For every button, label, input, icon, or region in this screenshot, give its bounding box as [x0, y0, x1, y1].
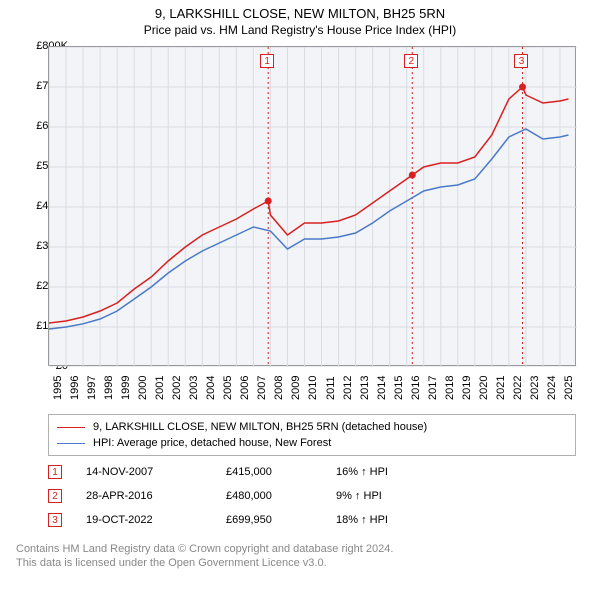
- x-tick-label: 1998: [103, 376, 115, 400]
- legend-row: 9, LARKSHILL CLOSE, NEW MILTON, BH25 5RN…: [57, 419, 567, 435]
- x-tick-label: 2010: [307, 376, 319, 400]
- legend-row: HPI: Average price, detached house, New …: [57, 435, 567, 451]
- x-tick-label: 2023: [529, 376, 541, 400]
- sales-table-row: 2 28-APR-2016£480,0009% ↑ HPI: [48, 484, 426, 508]
- x-tick-label: 2003: [188, 376, 200, 400]
- x-tick-label: 2007: [256, 376, 268, 400]
- x-tick-label: 2016: [410, 376, 422, 400]
- title-block: 9, LARKSHILL CLOSE, NEW MILTON, BH25 5RN…: [0, 0, 600, 39]
- x-tick-label: 2012: [342, 376, 354, 400]
- sale-price: £480,000: [226, 490, 336, 502]
- x-tick-label: 2018: [444, 376, 456, 400]
- legend-swatch: [57, 443, 85, 444]
- sale-marker-box: 3: [514, 54, 528, 68]
- sale-marker-box: 2: [48, 489, 62, 503]
- x-tick-label: 2013: [359, 376, 371, 400]
- x-tick-label: 2000: [137, 376, 149, 400]
- x-tick-label: 2001: [154, 376, 166, 400]
- sale-date: 19-OCT-2022: [86, 514, 226, 526]
- x-tick-label: 2025: [563, 376, 575, 400]
- legend-label: 9, LARKSHILL CLOSE, NEW MILTON, BH25 5RN…: [93, 421, 427, 433]
- x-tick-label: 2011: [325, 376, 337, 400]
- x-tick-label: 2008: [273, 376, 285, 400]
- chart-svg: [49, 47, 577, 367]
- sale-pct-vs-hpi: 16% ↑ HPI: [336, 466, 426, 478]
- x-tick-label: 2005: [222, 376, 234, 400]
- legend: 9, LARKSHILL CLOSE, NEW MILTON, BH25 5RN…: [48, 414, 576, 456]
- x-tick-label: 2020: [478, 376, 490, 400]
- x-tick-label: 2015: [393, 376, 405, 400]
- sales-table: 1 14-NOV-2007£415,00016% ↑ HPI 2 28-APR-201…: [48, 460, 426, 532]
- x-tick-label: 1995: [52, 376, 64, 400]
- sale-pct-vs-hpi: 9% ↑ HPI: [336, 490, 426, 502]
- sale-marker-box: 1: [48, 465, 62, 479]
- x-tick-label: 2014: [376, 376, 388, 400]
- chart-plot-area: [48, 46, 576, 366]
- x-tick-label: 2009: [290, 376, 302, 400]
- sale-marker-box: 2: [404, 54, 418, 68]
- footer: Contains HM Land Registry data © Crown c…: [16, 542, 393, 570]
- x-tick-label: 2021: [495, 376, 507, 400]
- x-tick-label: 2017: [427, 376, 439, 400]
- x-tick-label: 2019: [461, 376, 473, 400]
- chart-subtitle: Price paid vs. HM Land Registry's House …: [0, 23, 600, 37]
- x-tick-label: 2004: [205, 376, 217, 400]
- x-tick-label: 2022: [512, 376, 524, 400]
- footer-line-2: This data is licensed under the Open Gov…: [16, 556, 393, 570]
- legend-swatch: [57, 427, 85, 428]
- x-tick-label: 1999: [120, 376, 132, 400]
- sale-marker-box: 1: [260, 54, 274, 68]
- x-axis-labels: 1995 1996 1997 1998 1999 2000 2001 2002 2003 2004…: [48, 368, 576, 410]
- sales-table-row: 1 14-NOV-2007£415,00016% ↑ HPI: [48, 460, 426, 484]
- legend-label: HPI: Average price, detached house, New …: [93, 437, 331, 449]
- sale-date: 28-APR-2016: [86, 490, 226, 502]
- sale-price: £415,000: [226, 466, 336, 478]
- x-tick-label: 2002: [171, 376, 183, 400]
- x-tick-label: 2024: [546, 376, 558, 400]
- sales-table-row: 3 19-OCT-2022£699,95018% ↑ HPI: [48, 508, 426, 532]
- footer-line-1: Contains HM Land Registry data © Crown c…: [16, 542, 393, 556]
- sale-marker-box: 3: [48, 513, 62, 527]
- x-tick-label: 1997: [86, 376, 98, 400]
- x-tick-label: 1996: [69, 376, 81, 400]
- x-tick-label: 2006: [239, 376, 251, 400]
- sale-price: £699,950: [226, 514, 336, 526]
- chart-title: 9, LARKSHILL CLOSE, NEW MILTON, BH25 5RN: [0, 6, 600, 21]
- sale-date: 14-NOV-2007: [86, 466, 226, 478]
- sale-pct-vs-hpi: 18% ↑ HPI: [336, 514, 426, 526]
